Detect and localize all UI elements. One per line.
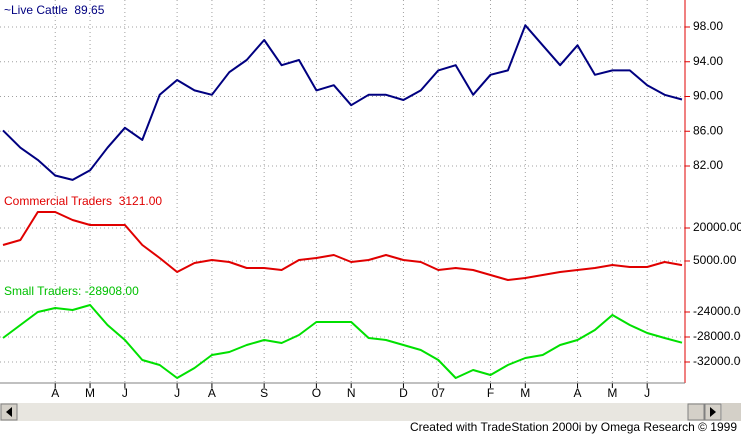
pane-title: Commercial Traders 3121.00 — [4, 194, 162, 208]
series-line — [2, 24, 683, 181]
series-line — [2, 211, 683, 281]
footer: Created with TradeStation 2000i by Omega… — [410, 420, 737, 434]
y-tick-label: 82.00 — [693, 158, 723, 172]
scroll-thumb[interactable] — [687, 403, 705, 421]
x-tick-label: A — [51, 386, 59, 400]
y-tick-label: -32000.00 — [693, 354, 741, 368]
x-tick-label: J — [174, 386, 180, 400]
series-line — [2, 304, 683, 379]
y-tick-label: 98.00 — [693, 19, 723, 33]
x-tick-label: J — [644, 386, 650, 400]
x-tick-label: J — [122, 386, 128, 400]
x-tick-label: D — [399, 386, 408, 400]
scrollbar[interactable] — [0, 403, 722, 421]
corner — [722, 403, 741, 421]
x-tick-label: M — [607, 386, 617, 400]
x-tick-label: M — [85, 386, 95, 400]
y-tick-label: -24000.00 — [693, 304, 741, 318]
y-tick-label: 90.00 — [693, 89, 723, 103]
y-tick-label: 20000.00 — [693, 220, 741, 234]
x-tick-label: S — [260, 386, 268, 400]
y-tick-label: -28000.00 — [693, 329, 741, 343]
x-tick-label: A — [208, 386, 216, 400]
scroll-track — [0, 403, 722, 421]
x-tick-label: O — [312, 386, 321, 400]
x-tick-label: A — [574, 386, 582, 400]
arrow-right — [710, 407, 716, 417]
pane-title: Small Traders: -28908.00 — [4, 284, 139, 298]
x-tick-label: M — [520, 386, 530, 400]
x-tick-label: 07 — [432, 386, 446, 400]
pane-title: ~Live Cattle 89.65 — [4, 3, 105, 17]
y-tick-label: 5000.00 — [693, 253, 737, 267]
y-tick-label: 94.00 — [693, 54, 723, 68]
y-tick-label: 86.00 — [693, 123, 723, 137]
arrow-left — [6, 407, 12, 417]
x-tick-label: N — [347, 386, 356, 400]
x-tick-label: F — [487, 386, 494, 400]
